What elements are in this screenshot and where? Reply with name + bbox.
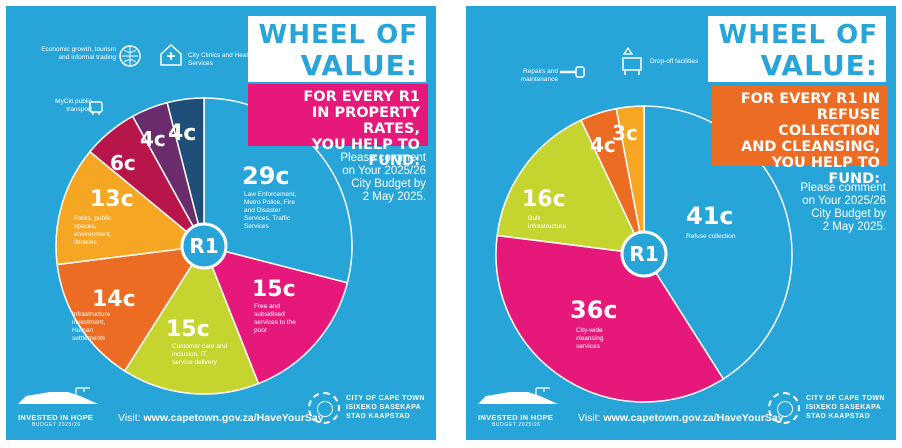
comment-line: City Budget by [351,178,426,190]
segment-value: 13c [90,187,134,212]
wheel-segment [202,244,349,385]
comment-line: Please comment [800,182,886,194]
visit-text: Visit: www.capetown.gov.za/HaveYourSay [578,412,784,424]
comment-line: on Your 2025/26 [802,195,886,207]
segment-label: City-wide cleansing services [576,327,604,350]
segment-label: Law Enforcement, Metro Police, Fire and Di… [244,191,297,230]
fund-line2: IN PROPERTY RATES, [311,105,420,137]
visit-prefix: Visit: [578,412,601,424]
comment-line: 2 May 2025. [362,191,426,203]
city-line1: CITY OF CAPE TOWN [806,395,885,402]
hope-title: INVESTED IN HOPE [478,413,554,422]
segment-label: Refuse collection [686,233,736,240]
segment-value: 36c [570,296,618,324]
visit-text: Visit: www.capetown.gov.za/HaveYourSay [118,412,324,424]
comment-text: Please comment on Your 2025/26 City Budg… [774,182,886,234]
center-badge [180,222,228,270]
center-label: R1 [629,242,658,266]
callout-myciti: MyCiti public transport [55,98,92,113]
segment-value: 4c [590,133,616,157]
segment-value: 6c [110,151,136,175]
segment-label: Free and subsidised services to the poor [254,303,296,334]
segment-value: 29c [242,162,290,190]
title-box: WHEEL OF VALUE: [708,16,886,82]
center-label: R1 [189,234,218,258]
fund-line4: YOU HELP TO FUND: [771,155,880,187]
fund-line3: AND CLEANSING, [741,139,880,155]
city-line1: CITY OF CAPE TOWN [346,395,425,402]
fund-line2: REFUSE COLLECTION [778,107,880,139]
comment-line: City Budget by [811,208,886,220]
segment-label: Customer care and inclusion, IT, service d… [172,343,228,366]
title-line2: VALUE: [760,49,878,82]
hope-subtitle: BUDGET 2025/26 [492,422,541,428]
growth-icon [118,44,141,67]
comment-line: 2 May 2025. [822,221,886,233]
segment-value: 16c [522,187,566,212]
hope-title: INVESTED IN HOPE [18,413,94,422]
wheel-segment [166,97,205,247]
wheel-segment [203,97,353,284]
city-line2: ISIXEKO SASEKAPA [346,404,422,411]
hope-subtitle: BUDGET 2025/26 [32,422,81,428]
segment-value: 15c [252,277,296,302]
wheel-segment [123,244,260,395]
wrench-icon [558,64,585,84]
center-badge [620,230,668,278]
segment-label: Parks, public spaces, environment, librarie… [74,215,112,246]
fund-banner: FOR EVERY R1 IN PROPERTY RATES, YOU HELP… [248,84,428,169]
fund-line3: YOU HELP TO FUND: [311,137,420,169]
visit-prefix: Visit: [118,412,141,424]
segment-value: 41c [686,202,734,230]
callout-repairs: Repairs and maintenance [520,68,558,83]
city-of-cape-town-logo: CITY OF CAPE TOWN ISIXEKO SASEKAPA STAD … [768,388,888,428]
wheel-of-value-property-rates-panel: R1 29c Law Enforcement, Metro Police, Fire a… [6,6,436,440]
wheel-segment [496,119,646,255]
segment-value: 14c [92,287,136,312]
wheel-segment [495,234,725,403]
title-line1: WHEEL OF [718,20,878,50]
fund-line1: FOR EVERY R1 IN [740,91,880,107]
comment-line: Please comment [340,152,426,164]
city-line3: STAD KAAPSTAD [346,413,411,420]
segment-value: 3c [612,121,638,145]
segment-label: Infrastructure investment, Human settlement… [72,311,111,342]
city-of-cape-town-logo: CITY OF CAPE TOWN ISIXEKO SASEKAPA STAD … [308,388,428,428]
callout-clinics: City Clinics and Health Services [188,52,254,67]
segment-label: Bulk infrastructure [528,215,566,230]
invested-in-hope-logo: INVESTED IN HOPE BUDGET 2025/26 [474,384,560,428]
recycle-icon [620,46,642,75]
segment-value: 4c [168,121,196,146]
title-box: WHEEL OF VALUE: [248,16,426,82]
title-line2: VALUE: [300,49,418,82]
segment-value: 4c [140,127,166,151]
refuse-wheel: R1 41c Refuse collection 36c City-wide cleans… [495,105,793,403]
wheel-segment [56,245,206,372]
segment-value: 15c [166,317,210,342]
wheel-segment [615,105,645,255]
title-line1: WHEEL OF [258,20,418,50]
comment-text: Please comment on Your 2025/26 City Budg… [314,152,426,204]
city-seal-icon [768,392,800,424]
wheel-segment [55,150,206,266]
clinic-icon [158,42,182,66]
fund-banner: FOR EVERY R1 IN REFUSE COLLECTION AND CL… [712,86,888,187]
invested-in-hope-logo: INVESTED IN HOPE BUDGET 2025/26 [14,384,100,428]
comment-line: on Your 2025/26 [342,165,426,177]
callout-economic: Economic growth, tourism and informal tr… [41,46,116,61]
wheel-of-value-refuse-panel: R1 41c Refuse collection 36c City-wide cleans… [466,6,896,440]
bus-icon [88,100,108,120]
visit-url-link[interactable]: www.capetown.gov.za/HaveYourSay [603,412,784,424]
city-line2: ISIXEKO SASEKAPA [806,404,882,411]
city-line3: STAD KAAPSTAD [806,413,871,420]
city-seal-icon [308,392,340,424]
wheel-segment [643,105,793,380]
visit-url-link[interactable]: www.capetown.gov.za/HaveYourSay [143,412,324,424]
callout-dropoff: Drop-off facilities [650,58,699,65]
fund-line1: FOR EVERY R1 [303,89,420,105]
